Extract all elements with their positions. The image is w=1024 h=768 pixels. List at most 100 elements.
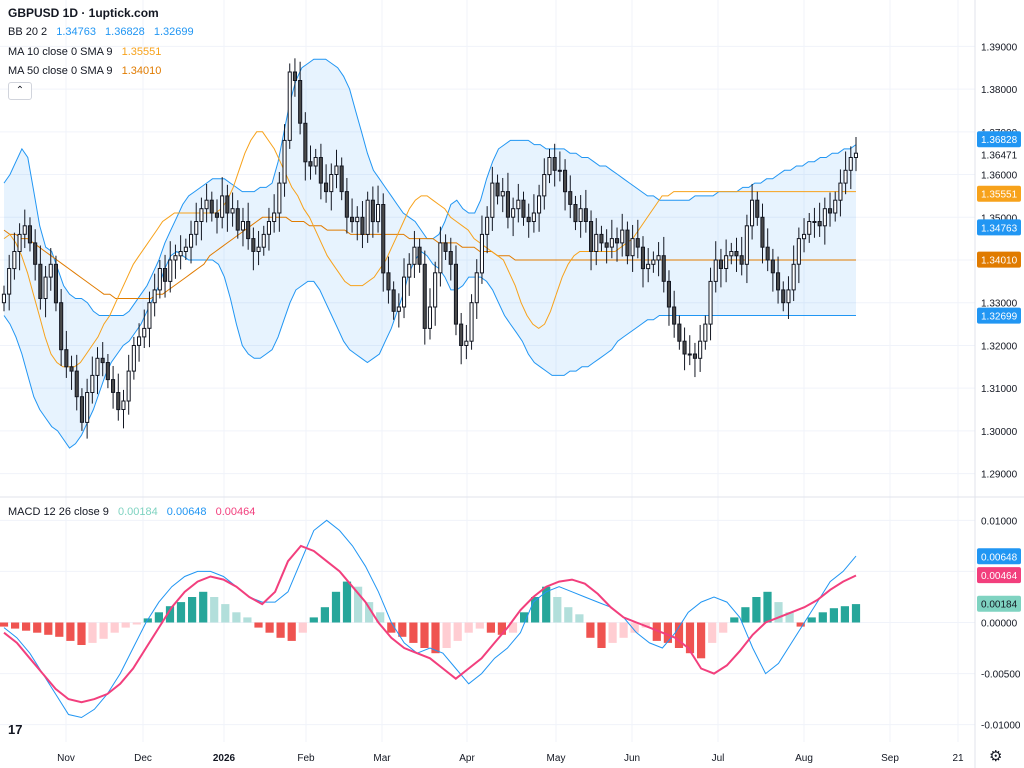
macd-histogram-bar bbox=[110, 622, 119, 633]
candle-down bbox=[635, 238, 640, 248]
macd-badge-bg bbox=[977, 567, 1021, 584]
macd-histogram-bar bbox=[77, 622, 86, 645]
candle-up bbox=[261, 233, 266, 248]
macd-histogram-bar bbox=[176, 602, 186, 623]
candle-up bbox=[708, 280, 713, 325]
price-tick-label: 1.35000 bbox=[981, 213, 1018, 224]
macd-histogram-bar bbox=[663, 622, 672, 643]
candle-up bbox=[22, 225, 27, 235]
candle-down bbox=[755, 199, 760, 218]
time-tick-label: Mar bbox=[373, 753, 391, 764]
candle-down bbox=[589, 221, 594, 252]
macd-histogram-bar bbox=[121, 622, 130, 628]
candle-down bbox=[583, 208, 588, 222]
last-price-bg bbox=[977, 146, 1021, 163]
candle-up bbox=[287, 71, 292, 141]
candle-up bbox=[786, 289, 791, 304]
macd-badge: 0.00648 bbox=[981, 552, 1018, 563]
candle-up bbox=[365, 199, 370, 235]
candle-up bbox=[744, 225, 749, 265]
price-badge-bg bbox=[977, 307, 1021, 324]
ma50-legend-value: 1.34010 bbox=[121, 65, 162, 77]
time-tick-label: 21 bbox=[952, 753, 964, 764]
candle-up bbox=[812, 221, 817, 223]
candle-down bbox=[734, 251, 739, 257]
time-tick-label: 2026 bbox=[213, 753, 236, 764]
candle-down bbox=[521, 199, 526, 218]
candle-down bbox=[682, 340, 687, 355]
candle-up bbox=[687, 353, 692, 356]
macd-histogram-bar bbox=[409, 622, 418, 643]
candle-up bbox=[479, 233, 484, 274]
candle-up bbox=[848, 157, 853, 171]
candle-up bbox=[266, 221, 271, 235]
macd-legend-hist: 0.00184 bbox=[117, 506, 158, 518]
macd-histogram-bar bbox=[442, 622, 451, 648]
macd-histogram-bar bbox=[652, 622, 661, 641]
macd-histogram-bar bbox=[608, 622, 617, 643]
candle-down bbox=[251, 238, 256, 252]
candle-down bbox=[552, 157, 557, 171]
candle-down bbox=[33, 242, 38, 265]
candle-up bbox=[48, 263, 53, 278]
candle-up bbox=[500, 191, 505, 197]
macd-tick-label: -0.01000 bbox=[981, 721, 1021, 732]
macd-histogram-bar bbox=[387, 622, 396, 633]
candle-up bbox=[822, 208, 827, 227]
candle-up bbox=[396, 306, 401, 312]
macd-badge: 0.00184 bbox=[981, 600, 1018, 611]
bb-legend-lower: 1.32699 bbox=[153, 26, 194, 38]
candle-down bbox=[677, 323, 682, 342]
candle-down bbox=[303, 122, 308, 163]
macd-histogram-bar bbox=[232, 612, 241, 623]
macd-histogram-bar bbox=[763, 591, 772, 623]
price-tick-label: 1.31000 bbox=[981, 384, 1018, 395]
macd-histogram-bar bbox=[575, 614, 584, 623]
candle-down bbox=[817, 221, 822, 227]
macd-histogram-bar bbox=[475, 622, 484, 629]
candle-down bbox=[339, 165, 344, 193]
tradingview-logo-icon: 17 bbox=[8, 722, 23, 737]
macd-histogram-bar bbox=[719, 622, 728, 633]
macd-histogram-bar bbox=[553, 597, 562, 623]
candle-down bbox=[105, 362, 110, 381]
candle-up bbox=[194, 221, 199, 235]
candle-up bbox=[12, 251, 17, 270]
macd-tick-label: -0.00500 bbox=[981, 670, 1021, 681]
macd-histogram-bar bbox=[22, 622, 31, 631]
macd-histogram-bar bbox=[785, 612, 794, 623]
candle-up bbox=[1, 293, 6, 304]
candle-down bbox=[661, 255, 666, 282]
candle-down bbox=[27, 225, 32, 244]
macd-histogram-bar bbox=[254, 622, 263, 628]
gear-icon[interactable]: ⚙ bbox=[989, 748, 1003, 765]
candle-down bbox=[692, 353, 698, 359]
price-badge: 1.36828 bbox=[981, 135, 1018, 146]
candle-up bbox=[802, 233, 807, 240]
candle-up bbox=[438, 242, 443, 274]
macd-histogram-bar bbox=[542, 586, 551, 623]
candle-up bbox=[199, 208, 204, 222]
price-badge: 1.34010 bbox=[981, 256, 1018, 267]
macd-histogram-bar bbox=[298, 622, 307, 633]
macd-legend-macd: 0.00648 bbox=[166, 506, 207, 518]
last-price-label: 1.36471 bbox=[981, 150, 1018, 161]
candle-up bbox=[152, 289, 157, 304]
candle-up bbox=[698, 340, 703, 359]
candle-up bbox=[516, 199, 521, 210]
candle-down bbox=[59, 302, 64, 351]
candle-down bbox=[308, 161, 313, 167]
macd-histogram-bar bbox=[11, 622, 20, 629]
ma50-legend: MA 50 close 0 SMA 9 1.34010 bbox=[8, 64, 161, 78]
candle-up bbox=[729, 251, 734, 257]
chevron-up-icon[interactable]: ⌃ bbox=[8, 82, 32, 100]
macd-histogram-bar bbox=[0, 622, 9, 627]
candle-down bbox=[781, 289, 786, 304]
ma10-legend-label: MA 10 close 0 SMA 9 bbox=[8, 46, 113, 58]
candle-up bbox=[173, 255, 178, 261]
candle-down bbox=[298, 80, 303, 124]
candle-down bbox=[381, 204, 386, 274]
candle-up bbox=[531, 212, 536, 222]
